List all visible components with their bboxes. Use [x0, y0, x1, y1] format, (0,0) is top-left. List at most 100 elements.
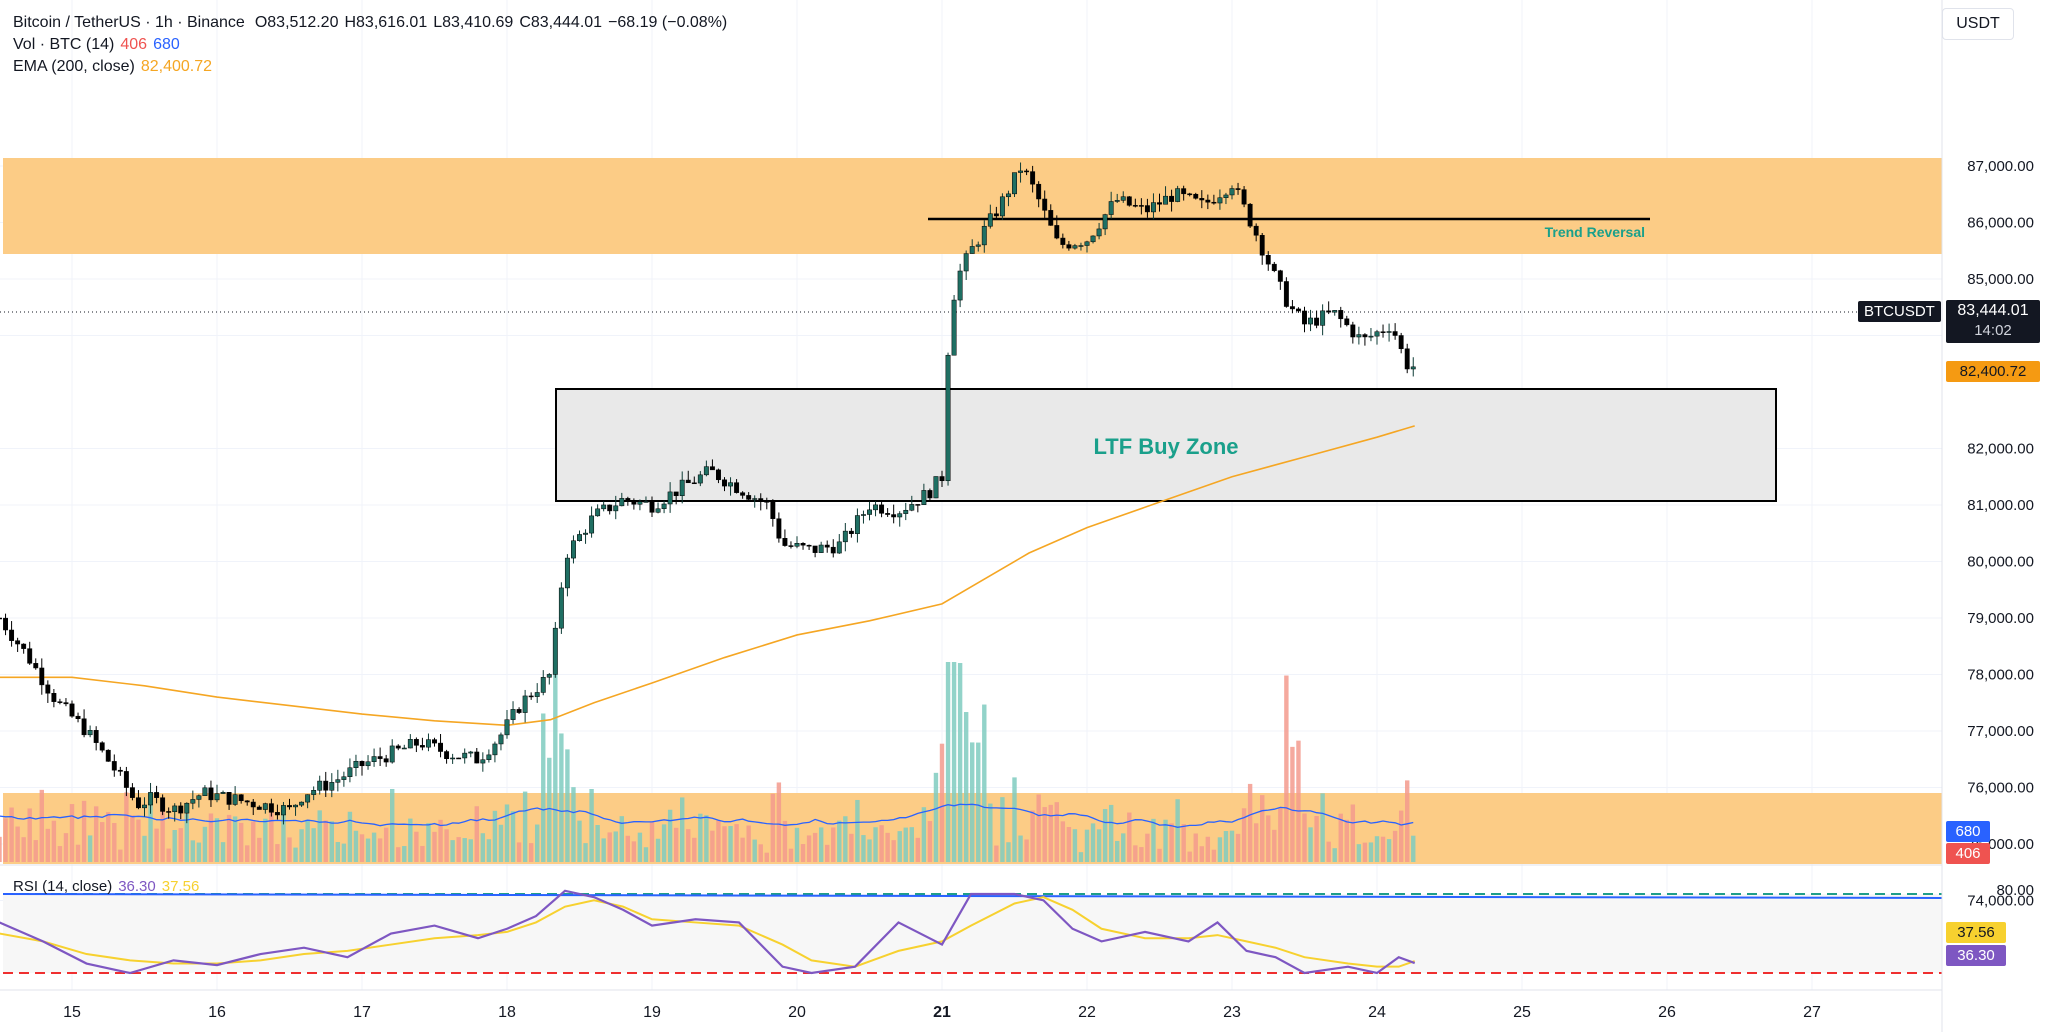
- candle-body: [1247, 203, 1253, 227]
- volume-bar: [661, 824, 667, 862]
- volume-bar: [299, 829, 304, 862]
- volume-bar: [202, 826, 208, 862]
- volume-bar: [93, 806, 99, 862]
- candle-body: [1241, 189, 1247, 205]
- candle-body: [1199, 198, 1205, 201]
- candle-body: [589, 515, 595, 534]
- volume-bar: [758, 844, 763, 862]
- candle-body: [311, 790, 317, 795]
- candle-body: [552, 627, 558, 675]
- candle-body: [782, 538, 788, 546]
- volume-bar: [1205, 836, 1211, 862]
- rsi-background: [3, 894, 1942, 973]
- volume-bar: [63, 833, 69, 862]
- candle-body: [341, 776, 347, 780]
- volume-bar: [402, 846, 407, 862]
- candle-body: [1096, 228, 1102, 237]
- high-value: 83,616.01: [356, 14, 428, 31]
- time-tick-label: 24: [1368, 1004, 1386, 1021]
- volume-bar: [214, 818, 220, 862]
- candle-body: [93, 730, 99, 743]
- candle-body: [951, 299, 957, 356]
- candle-body: [1138, 205, 1144, 207]
- candle-body: [450, 757, 456, 760]
- candle-body: [945, 354, 951, 482]
- candle-body: [371, 756, 377, 762]
- candle-body: [413, 739, 419, 746]
- volume-bar: [1235, 833, 1241, 862]
- volume-bar: [1284, 675, 1289, 862]
- volume-bar: [692, 837, 697, 862]
- candle-body: [353, 760, 359, 768]
- candle-body: [1368, 335, 1374, 338]
- candle-body: [558, 587, 564, 629]
- candle-body: [232, 794, 238, 805]
- volume-bar: [1266, 815, 1271, 862]
- candle-body: [957, 270, 963, 301]
- volume-bar: [414, 831, 419, 862]
- candle-body: [993, 213, 999, 217]
- candle-body: [33, 663, 39, 669]
- candle-body: [1283, 281, 1289, 307]
- volume-bar: [15, 826, 20, 862]
- candle-body: [607, 504, 613, 512]
- symbol-legend[interactable]: Bitcoin / TetherUS · 1h · Binance O83,512…: [13, 12, 739, 34]
- candle-body: [293, 804, 298, 808]
- candle-body: [274, 812, 280, 816]
- volume-bar: [9, 807, 14, 862]
- time-axis[interactable]: 15 16 17 18 19 20 21 22 23 24 25 26 27: [63, 1004, 1821, 1021]
- volume-legend[interactable]: Vol · BTC (14) 406 680: [13, 34, 186, 56]
- candle-body: [184, 802, 190, 814]
- volume-bar: [1060, 821, 1066, 862]
- candle-body: [824, 544, 830, 548]
- volume-bar: [752, 839, 757, 862]
- currency-button[interactable]: USDT: [1942, 8, 2014, 40]
- symbol-title[interactable]: Bitcoin / TetherUS · 1h · Binance: [13, 14, 245, 31]
- candle-body: [1144, 205, 1150, 213]
- candle-body: [1090, 235, 1096, 243]
- volume-bar: [396, 847, 401, 862]
- price-tick-label: 82,000.00: [1967, 441, 2034, 458]
- volume-bar: [1272, 829, 1277, 862]
- volume-bar: [1054, 802, 1059, 862]
- volume-bar: [963, 712, 969, 862]
- volume-bar: [764, 852, 769, 862]
- ema-legend[interactable]: EMA (200, close) 82,400.72: [13, 56, 218, 78]
- price-tick-label: 78,000.00: [1967, 667, 2034, 684]
- volume-bar: [1296, 740, 1301, 862]
- candle-body: [214, 793, 220, 801]
- candle-body: [788, 545, 794, 547]
- volume-bar: [75, 844, 81, 862]
- rsi-legend[interactable]: RSI (14, close) 36.30 37.56: [13, 876, 205, 898]
- candle-body: [432, 739, 437, 744]
- volume-bar: [1121, 833, 1126, 862]
- volume-bar: [903, 827, 908, 862]
- volume-bar: [1115, 840, 1120, 862]
- volume-bar: [305, 819, 310, 862]
- volume-bar: [1405, 780, 1410, 862]
- candle-body: [1054, 225, 1060, 239]
- volume-bar: [1187, 851, 1192, 862]
- volume-bar: [1350, 804, 1356, 862]
- candle-body: [631, 500, 637, 505]
- volume-bar: [275, 844, 280, 862]
- candle-body: [178, 805, 184, 814]
- price-axis[interactable]: 87,000.0086,000.0085,000.0084,000.0082,0…: [1967, 158, 2034, 910]
- candle-body: [691, 482, 697, 485]
- candle-body: [268, 803, 274, 813]
- candle-body: [661, 503, 667, 510]
- volume-bar: [1247, 783, 1253, 862]
- candle-body: [927, 490, 933, 499]
- change-value: −68.19 (−0.08%): [608, 14, 728, 31]
- volume-bar: [251, 821, 256, 862]
- volume-bar: [1362, 842, 1368, 862]
- candle-body: [1042, 198, 1048, 211]
- volume-bar: [1278, 807, 1283, 862]
- candle-body: [1084, 241, 1090, 246]
- volume-bar: [1078, 852, 1084, 862]
- candle-body: [407, 739, 413, 749]
- candle-body: [728, 482, 733, 487]
- time-tick-label: 17: [353, 1004, 371, 1021]
- volume-bar: [390, 788, 395, 862]
